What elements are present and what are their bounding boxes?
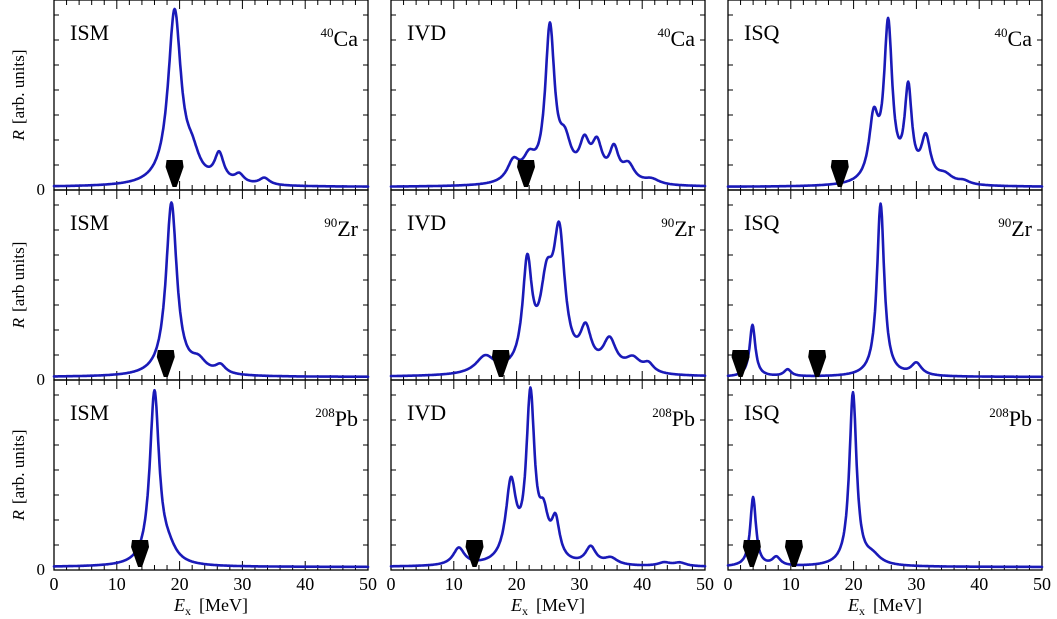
x-tick-label: 10 xyxy=(108,574,126,594)
operator-label: IVD xyxy=(407,400,446,425)
panel-frame-ivd-208pb xyxy=(390,379,706,571)
x-tick-label: 0 xyxy=(50,574,59,594)
y-axis-label: R[arb. units] xyxy=(9,50,28,142)
centroid-marker-icon xyxy=(465,540,484,567)
panel-frame-isq-208pb xyxy=(727,379,1043,571)
x-tick-label: 20 xyxy=(508,574,526,594)
x-tick-label: 50 xyxy=(696,574,714,594)
nucleus-label: 208Pb xyxy=(652,405,695,431)
x-tick-label: 40 xyxy=(633,574,651,594)
x-tick-label: 30 xyxy=(233,574,251,594)
strength-curve-ivd-40ca xyxy=(389,21,707,188)
nucleus-label: 40Ca xyxy=(658,25,696,51)
operator-label: ISQ xyxy=(744,210,780,235)
centroid-marker-icon xyxy=(808,350,827,377)
nucleus-label: 40Ca xyxy=(321,25,359,51)
y-axis-label: R[arb. units] xyxy=(9,430,28,522)
strength-curve-ivd-208pb xyxy=(389,386,707,568)
centroid-marker-icon xyxy=(165,160,184,187)
nucleus-label: 208Pb xyxy=(989,405,1032,431)
panel-frame-ism-208pb xyxy=(53,379,369,571)
x-tick-label: 20 xyxy=(171,574,189,594)
operator-label: ISQ xyxy=(744,20,780,45)
centroid-marker-icon xyxy=(491,350,510,377)
operator-label: ISM xyxy=(70,400,109,425)
centroid-marker-icon xyxy=(517,160,536,187)
x-axis-label: Ex [MeV] xyxy=(173,595,248,618)
x-tick-label: 40 xyxy=(970,574,988,594)
centroid-marker-icon xyxy=(742,540,761,567)
strength-curve-ism-90zr xyxy=(52,201,370,379)
centroid-marker-icon xyxy=(784,540,803,567)
x-tick-label: 10 xyxy=(782,574,800,594)
nucleus-label: 208Pb xyxy=(315,405,358,431)
y-tick-label-zero: 0 xyxy=(37,370,46,389)
x-axis-label: Ex [MeV] xyxy=(847,595,922,618)
y-tick-label-zero: 0 xyxy=(37,180,46,199)
x-tick-label: 0 xyxy=(724,574,733,594)
operator-label: IVD xyxy=(407,210,446,235)
y-tick-label-zero: 0 xyxy=(37,560,46,579)
strength-curve-isq-90zr xyxy=(726,202,1044,379)
nucleus-label: 90Zr xyxy=(998,215,1032,241)
centroid-marker-icon xyxy=(156,350,175,377)
strength-curve-isq-208pb xyxy=(726,390,1044,569)
x-tick-label: 30 xyxy=(907,574,925,594)
operator-label: IVD xyxy=(407,20,446,45)
operator-label: ISM xyxy=(70,210,109,235)
x-tick-label: 0 xyxy=(387,574,396,594)
x-tick-label: 30 xyxy=(570,574,588,594)
nucleus-label: 90Zr xyxy=(324,215,358,241)
nucleus-label: 90Zr xyxy=(661,215,695,241)
centroid-marker-icon xyxy=(731,350,750,377)
centroid-marker-icon xyxy=(131,540,150,567)
operator-label: ISQ xyxy=(744,400,780,425)
x-tick-label: 40 xyxy=(296,574,314,594)
strength-curve-ism-208pb xyxy=(52,388,370,569)
nucleus-label: 40Ca xyxy=(995,25,1033,51)
strength-curve-ism-40ca xyxy=(52,7,370,188)
strength-curve-isq-40ca xyxy=(726,16,1044,188)
y-axis-label: R[arb units] xyxy=(9,242,28,330)
x-axis-label: Ex [MeV] xyxy=(510,595,585,618)
operator-label: ISM xyxy=(70,20,109,45)
x-tick-label: 10 xyxy=(445,574,463,594)
strength-curve-ivd-90zr xyxy=(389,220,707,378)
x-tick-label: 50 xyxy=(359,574,377,594)
x-tick-label: 20 xyxy=(845,574,863,594)
x-tick-label: 50 xyxy=(1033,574,1051,594)
centroid-marker-icon xyxy=(830,160,849,187)
